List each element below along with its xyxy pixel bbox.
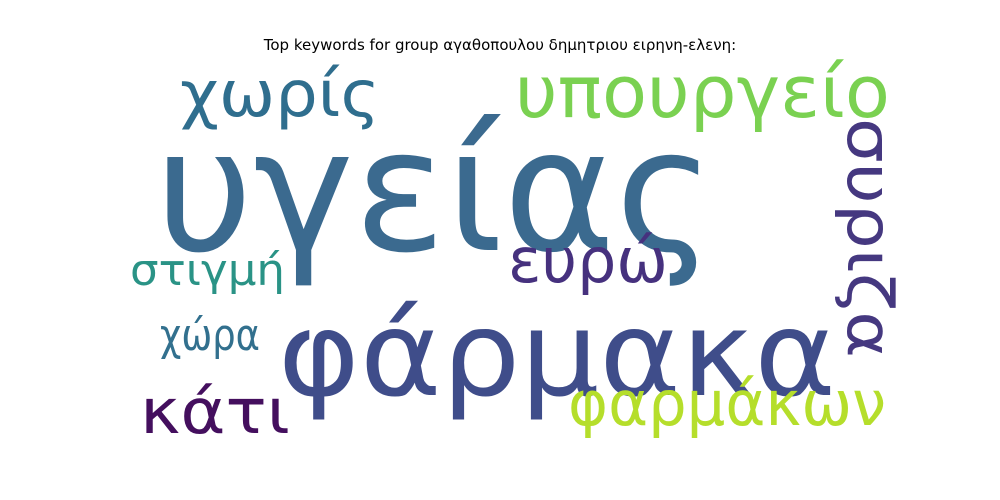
cloud-word: χώρα bbox=[160, 310, 260, 361]
cloud-word: κάτι bbox=[140, 375, 290, 448]
chart-title: Top keywords for group αγαθοπουλου δημητ… bbox=[263, 36, 737, 54]
cloud-word: συριζα bbox=[833, 118, 906, 358]
cloud-word: φάρμακα bbox=[278, 285, 836, 423]
cloud-word: φαρμάκων bbox=[568, 367, 886, 440]
cloud-word: υγείας bbox=[155, 93, 715, 291]
cloud-word: χωρίς bbox=[180, 58, 380, 132]
cloud-word: στιγμή bbox=[130, 245, 285, 296]
cloud-word: υπουργείο bbox=[515, 50, 890, 134]
cloud-word: ευρώ bbox=[508, 224, 668, 297]
